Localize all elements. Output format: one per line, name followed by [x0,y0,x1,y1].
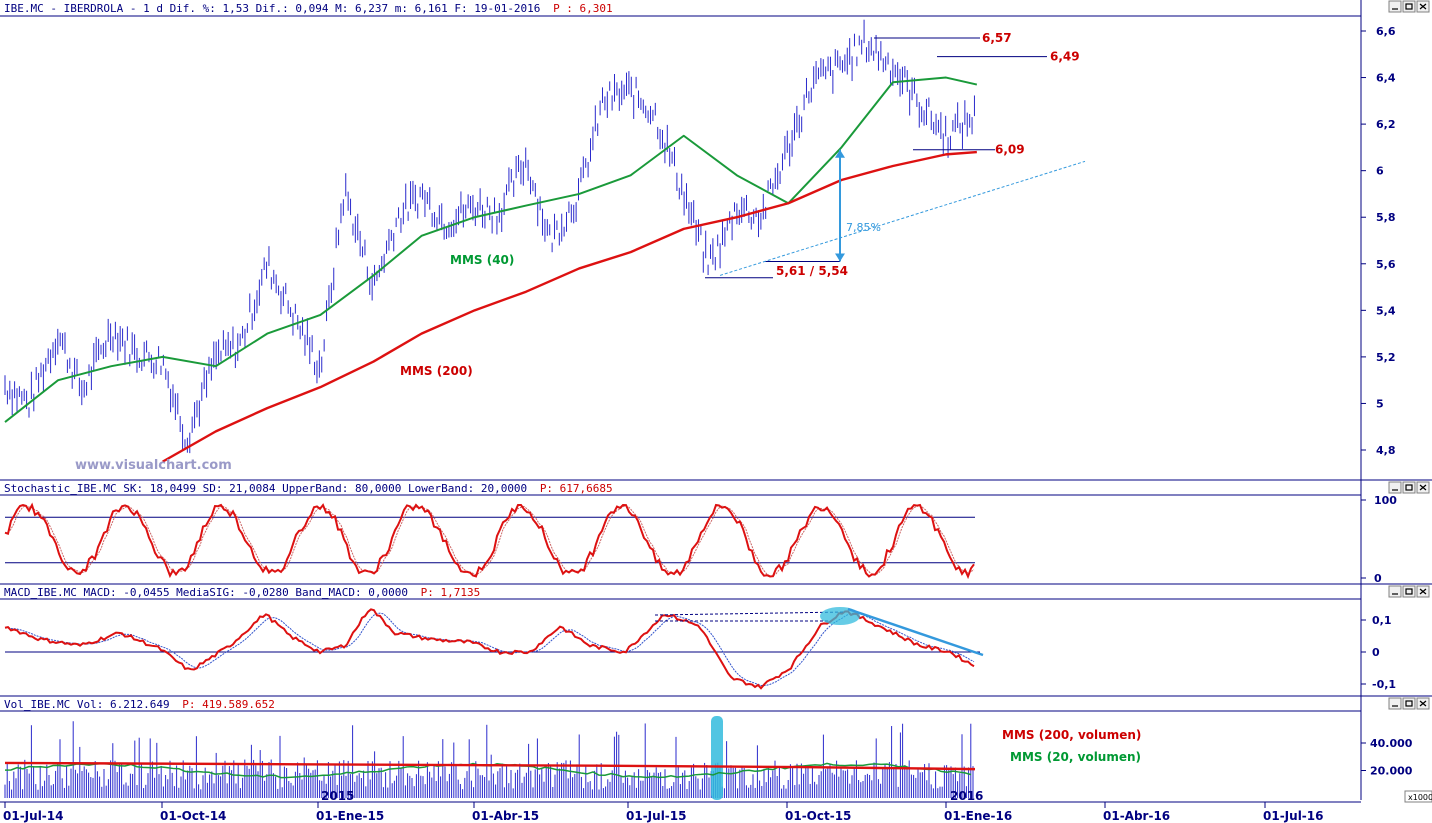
close-icon [1419,484,1427,491]
volume-mms200-line [4,761,976,771]
stoch-y-tick-label: 0 [1374,572,1382,585]
price-bars [4,19,975,454]
label-low: 5,61 / 5,54 [776,264,848,278]
stochastic-header: Stochastic_IBE.MC SK: 18,0499 SD: 21,008… [4,482,613,495]
y-tick-label: 5 [1376,397,1384,410]
stoch-y-tick-label: 100 [1374,494,1397,507]
y-tick-label: 5,4 [1376,304,1396,317]
price-panel[interactable]: IBE.MC - IBERDROLA - 1 d Dif. %: 1,53 Di… [0,0,1396,800]
label-high1: 6,57 [982,31,1012,45]
y-tick-label: 6,6 [1376,25,1396,38]
stoch-sd-line [4,504,975,577]
maximize-button[interactable] [1402,481,1416,494]
x-axis: 01-Jul-14 01-Oct-14 01-Ene-15 01-Abr-15 01-J… [0,801,1361,823]
macd-header: MACD_IBE.MC MACD: -0,0455 MediaSIG: -0,0… [4,586,480,599]
y-tick-label: 5,6 [1376,258,1396,271]
macd-line [4,608,975,690]
macd-y-tick-label: 0 [1372,646,1380,659]
y-tick-label: 5,2 [1376,351,1396,364]
x-tick-label: 01-Abr-16 [1103,809,1170,823]
maximize-icon [1405,588,1413,595]
close-icon [1419,3,1427,10]
maximize-icon [1405,484,1413,491]
volume-mms20-label: MMS (20, volumen) [1010,750,1141,764]
minimize-button[interactable] [1388,481,1402,494]
maximize-button[interactable] [1402,697,1416,710]
x-tick-label: 01-Oct-15 [785,809,851,823]
y-tick-label: 6,2 [1376,118,1396,131]
minimize-button[interactable] [1388,697,1402,710]
measure-arrow-head-down [835,253,845,262]
watermark: www.visualchart.com [75,458,232,473]
macd-highlight [820,607,860,625]
label-mms200: MMS (200) [400,364,473,378]
label-high2: 6,49 [1050,50,1080,64]
vol-y-tick-label: 20.000 [1370,765,1413,778]
price-annotations: 6,57 6,49 6,09 5,61 / 5,54 7,85% MMS (40) MMS … [400,31,1086,378]
macd-lines: 0,1 0 -0,1 [4,607,1396,691]
x-tick-label: 01-Jul-16 [1263,809,1323,823]
stochastic-lines: 100 0 [4,494,1397,585]
volume-mms200-label: MMS (200, volumen) [1002,728,1141,742]
x-tick-label: 01-Oct-14 [160,809,226,823]
year-label-2015: 2015 [321,789,354,803]
volume-highlight [711,716,723,800]
stoch-sk-line [4,502,975,580]
macd-divergence-line-1 [654,611,846,616]
x-tick-label: 01-Ene-15 [316,809,384,823]
label-pct: 7,85% [846,221,881,234]
y-tick-label: 4,8 [1376,444,1396,457]
volume-header: Vol_IBE.MC Vol: 6.212.649 P: 419.589.652 [4,698,275,711]
maximize-button[interactable] [1402,585,1416,598]
measure-arrow-head-up [835,149,845,158]
trend-line [719,160,1086,276]
minimize-button[interactable] [1388,585,1402,598]
price-y-axis: 6,6 6,4 6,2 6 5,8 5,6 5,4 5,2 5 4,8 [1361,25,1396,457]
macd-y-tick-label: 0,1 [1372,614,1392,627]
panel-window-buttons[interactable] [1388,0,1430,710]
close-icon [1419,588,1427,595]
moving-averages [4,76,978,463]
volume-unit: x1000 [1408,793,1432,802]
maximize-icon [1405,3,1413,10]
maximize-icon [1405,700,1413,707]
volume-panel[interactable]: Vol_IBE.MC Vol: 6.212.649 P: 419.589.652… [0,695,1432,803]
close-icon [1419,700,1427,707]
x-tick-label: 01-Jul-15 [626,809,686,823]
price-panel-header: IBE.MC - IBERDROLA - 1 d Dif. %: 1,53 Di… [4,2,613,15]
volume-unit-box [1404,790,1432,803]
y-tick-label: 5,8 [1376,211,1396,224]
mms40-line [4,76,978,423]
stochastic-panel[interactable]: Stochastic_IBE.MC SK: 18,0499 SD: 21,008… [0,479,1432,585]
mms200-line [162,150,977,463]
minimize-button[interactable] [1388,0,1402,13]
x-tick-label: 01-Abr-15 [472,809,539,823]
vol-y-tick-label: 40.000 [1370,737,1413,750]
macd-signal-line [4,612,975,687]
macd-y-tick-label: -0,1 [1372,678,1396,691]
macd-panel[interactable]: MACD_IBE.MC MACD: -0,0455 MediaSIG: -0,0… [0,583,1432,691]
label-mms40: MMS (40) [450,253,514,267]
y-tick-label: 6 [1376,165,1384,178]
x-tick-label: 01-Ene-16 [944,809,1012,823]
maximize-button[interactable] [1402,0,1416,13]
y-tick-label: 6,4 [1376,72,1396,85]
volume-bars: 40.000 20.000 [4,716,1413,800]
x-tick-label: 01-Jul-14 [3,809,63,823]
macd-trendline [847,607,984,657]
year-label-2016: 2016 [950,789,983,803]
label-support: 6,09 [995,143,1025,157]
